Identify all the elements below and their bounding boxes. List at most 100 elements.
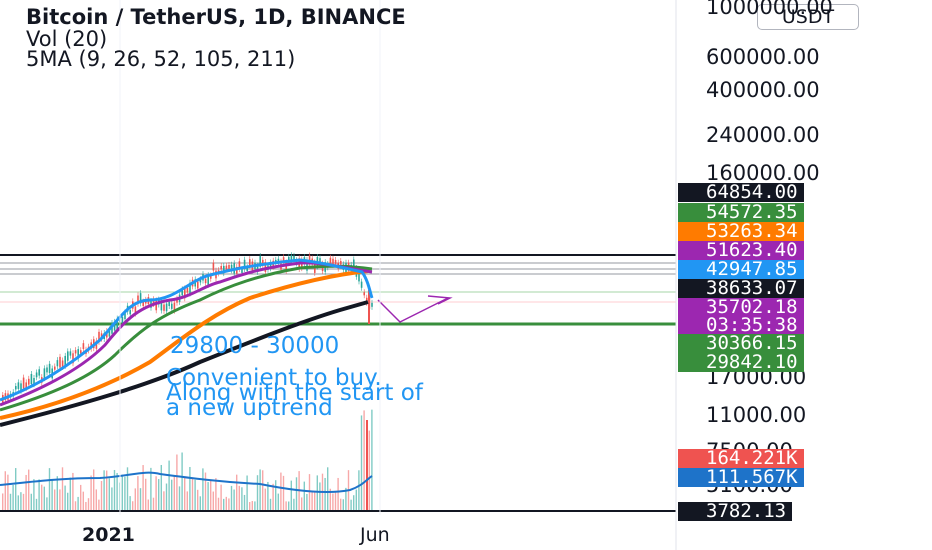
candle xyxy=(189,282,191,294)
volume-bar xyxy=(262,470,264,510)
volume-bar xyxy=(160,464,162,510)
volume-bar xyxy=(87,498,90,510)
candle xyxy=(181,289,183,296)
volume-bar xyxy=(186,491,188,510)
volume-bar xyxy=(288,501,290,510)
annotation-line[interactable]: a new uptrend xyxy=(166,395,333,421)
currency-button[interactable]: USDT xyxy=(757,4,859,30)
volume-bar xyxy=(371,409,373,510)
candle xyxy=(35,372,38,378)
volume-ma-badge: 111.567K xyxy=(678,468,804,487)
volume-bar xyxy=(64,485,66,510)
volume-bar xyxy=(171,479,173,510)
volume-ma-line xyxy=(0,471,373,493)
ma-26-line xyxy=(0,261,373,407)
volume-bar xyxy=(212,491,214,510)
candle xyxy=(22,377,25,389)
volume-bar xyxy=(256,475,259,510)
volume-bars xyxy=(2,409,373,510)
ma-9-line xyxy=(0,258,374,402)
candle xyxy=(197,281,199,289)
volume-bar xyxy=(228,498,230,510)
volume-bar xyxy=(51,479,53,510)
candle xyxy=(220,265,222,270)
candle xyxy=(353,259,355,268)
candle xyxy=(238,261,241,270)
volume-bar xyxy=(4,471,6,510)
candle xyxy=(129,310,131,315)
volume-bar xyxy=(108,478,110,510)
ma-indicator-label[interactable]: 5MA (9, 26, 52, 105, 211) xyxy=(26,47,296,71)
annotation-line[interactable]: Convenient to buy. xyxy=(166,365,382,391)
volume-bar xyxy=(163,491,165,510)
volume-bar xyxy=(111,487,113,510)
candle xyxy=(171,303,173,309)
x-tick-label: 2021 xyxy=(82,524,135,546)
volume-bar xyxy=(238,485,240,510)
volume-bar xyxy=(353,495,355,510)
volume-bar xyxy=(282,475,285,510)
volume-bar xyxy=(332,493,334,510)
volume-bar xyxy=(243,494,246,510)
volume-bar xyxy=(272,483,274,510)
candle xyxy=(25,382,27,389)
candle xyxy=(228,265,230,269)
annotation-range[interactable]: 29800 - 30000 xyxy=(170,333,340,359)
volume-bar xyxy=(311,491,313,510)
volume-bar xyxy=(137,476,139,510)
candle xyxy=(108,329,111,337)
volume-bar xyxy=(82,491,84,510)
candle xyxy=(30,373,33,385)
candle xyxy=(64,355,66,366)
volume-bar xyxy=(69,477,71,510)
volume-bar xyxy=(158,479,160,510)
candle xyxy=(176,298,178,303)
volume-bar xyxy=(2,493,4,510)
candle xyxy=(290,255,293,261)
volume-bar xyxy=(145,478,147,510)
y-tick-label: 160000.00 xyxy=(706,161,820,185)
y-tick-label: 1000000.00 xyxy=(706,0,833,19)
volume-bar xyxy=(251,500,253,510)
volume-bar xyxy=(150,467,152,510)
candle xyxy=(142,301,144,306)
price-badge: 54572.35 xyxy=(678,203,804,222)
candle xyxy=(223,265,225,274)
volume-bar xyxy=(46,497,48,510)
candle xyxy=(204,278,207,284)
candle xyxy=(15,386,17,390)
volume-bar xyxy=(129,496,131,510)
ma-105-line xyxy=(0,269,369,420)
price-badge: 38633.07 xyxy=(678,279,804,298)
candle xyxy=(113,321,116,331)
volume-bar xyxy=(56,476,58,510)
volume-bar xyxy=(355,489,357,510)
volume-bar xyxy=(358,470,360,510)
volume-bar xyxy=(217,497,220,510)
volume-bar xyxy=(28,469,30,510)
price-badge: 53263.34 xyxy=(678,222,804,241)
candle xyxy=(152,299,155,305)
volume-bar xyxy=(290,480,292,510)
candle xyxy=(121,316,124,323)
volume-bar xyxy=(121,474,123,510)
volume-bar xyxy=(116,472,118,510)
candle xyxy=(168,301,170,307)
volume-bar xyxy=(48,468,51,510)
candle xyxy=(46,367,48,373)
candle xyxy=(262,259,264,266)
volume-bar xyxy=(295,477,298,510)
volume-bar xyxy=(12,484,14,510)
candle xyxy=(225,265,228,270)
candle xyxy=(139,293,142,304)
volume-bar xyxy=(342,499,344,510)
candle xyxy=(184,288,186,299)
annotation-line[interactable]: Along with the start of xyxy=(166,380,423,406)
candle xyxy=(173,302,176,311)
volume-bar xyxy=(126,467,129,510)
volume-indicator-label[interactable]: Vol (20) xyxy=(26,27,108,51)
candle xyxy=(77,349,79,359)
candle xyxy=(256,265,259,272)
volume-bar xyxy=(80,484,82,510)
